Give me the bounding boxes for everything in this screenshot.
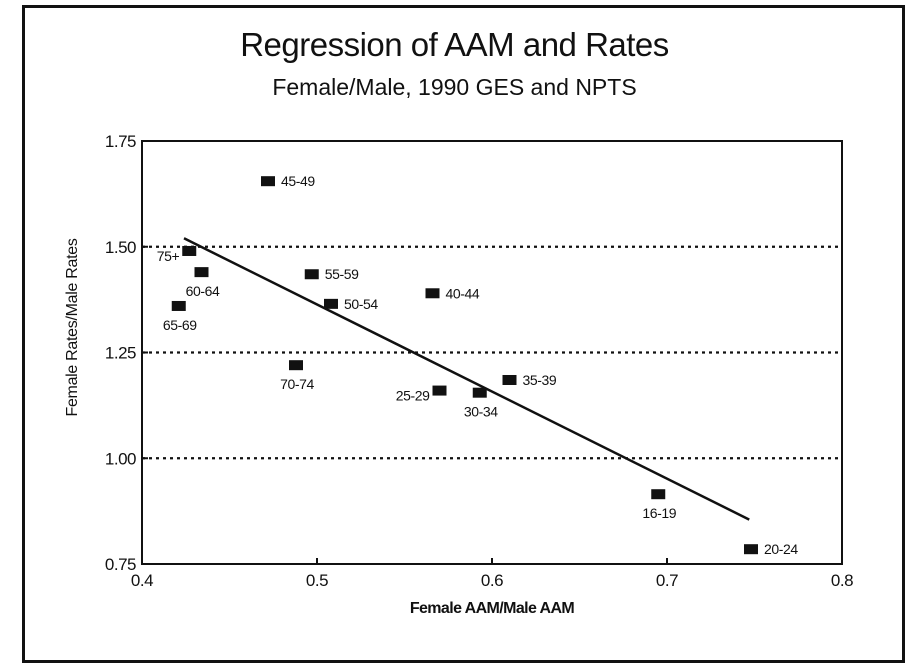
data-point [472,387,487,398]
gridlines [142,245,842,460]
data-point [304,269,319,280]
data-label: 60-64 [186,283,220,299]
data-point [289,360,303,371]
data-point [425,288,440,299]
chart-title: Regression of AAM and Rates [240,26,669,63]
y-tick-label: 1.25 [105,344,136,363]
y-tick-label: 0.75 [105,555,136,574]
data-point [651,489,666,500]
data-label: 70-74 [280,376,314,392]
y-tick-label: 1.50 [105,238,136,257]
data-label: 35-39 [523,372,557,388]
data-label: 55-59 [325,266,359,282]
data-label: 16-19 [642,505,676,521]
x-tick-label: 0.6 [481,571,503,590]
data-point [261,176,275,187]
chart-frame [22,5,905,663]
data-label: 30-34 [464,404,498,420]
data-label: 40-44 [446,285,480,301]
data-label: 65-69 [163,317,197,333]
y-axis-label: Female Rates/Male Rates [64,238,81,416]
x-tick-label: 0.5 [306,571,328,590]
data-point [744,544,758,555]
x-tick-label: 0.4 [131,571,153,590]
y-tick-label: 1.75 [105,132,136,151]
data-points: 16-19 20-24 25-29 30-34 35-39 40-44 45-49 50-54… [157,173,799,557]
data-label: 20-24 [764,541,798,557]
data-point [182,245,197,256]
data-point [432,385,447,396]
x-tick-label: 0.7 [656,571,678,590]
data-label: 45-49 [281,173,315,189]
data-label: 75+ [157,248,180,264]
data-point [324,298,338,309]
regression-line [183,237,750,521]
axis-ticks: 0.75 1.00 1.25 1.50 1.75 0.4 0.5 0.6 0.7 0.8 [105,132,854,590]
data-label: 25-29 [396,388,430,404]
x-axis-label: Female AAM/Male AAM [410,600,575,617]
y-tick-label: 1.00 [105,449,136,468]
data-point [194,267,209,278]
x-tick-label: 0.8 [831,571,853,590]
data-point [502,374,517,385]
data-label: 50-54 [344,296,378,312]
chart-subtitle: Female/Male, 1990 GES and NPTS [272,74,637,100]
data-point [171,300,186,311]
